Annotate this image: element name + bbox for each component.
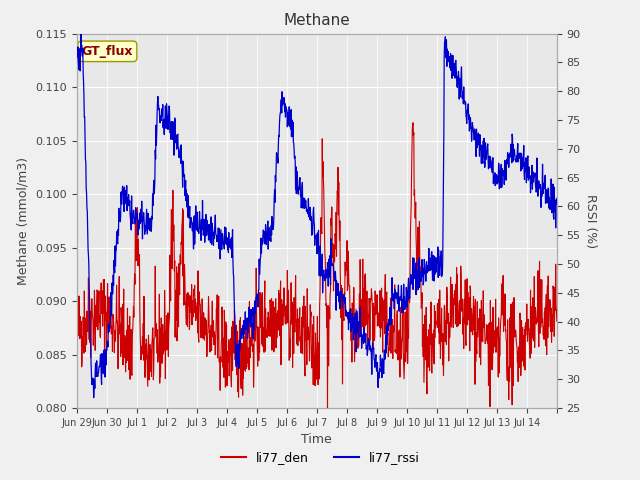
Legend: li77_den, li77_rssi: li77_den, li77_rssi	[216, 446, 424, 469]
Y-axis label: Methane (mmol/m3): Methane (mmol/m3)	[17, 157, 30, 285]
Title: Methane: Methane	[284, 13, 350, 28]
Y-axis label: RSSI (%): RSSI (%)	[584, 194, 597, 248]
Text: GT_flux: GT_flux	[82, 45, 133, 58]
X-axis label: Time: Time	[301, 433, 332, 446]
